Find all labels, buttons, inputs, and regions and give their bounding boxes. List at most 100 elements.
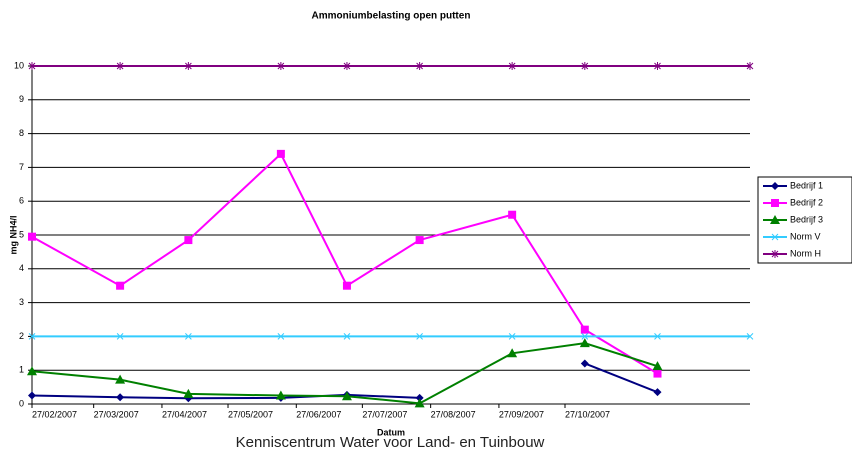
marker-part [275, 390, 286, 400]
marker-part [116, 281, 125, 290]
marker-part [276, 149, 285, 158]
y-axis-label: mg NH4/l [8, 215, 18, 254]
marker [652, 361, 663, 371]
y-tick-label: 6 [19, 196, 24, 206]
y-tick-label: 2 [19, 331, 24, 341]
marker [183, 388, 194, 398]
marker [654, 62, 661, 70]
marker-part [771, 233, 779, 241]
marker-part [115, 374, 126, 384]
marker-part [116, 333, 124, 340]
marker-part [342, 281, 351, 290]
x-tick-label: 27/03/2007 [94, 409, 139, 419]
marker [116, 393, 125, 402]
marker [771, 199, 779, 207]
marker [116, 62, 124, 70]
marker-part [581, 333, 589, 340]
marker [343, 333, 351, 340]
y-tick-label: 0 [19, 398, 24, 408]
marker [277, 62, 285, 70]
marker [581, 62, 589, 70]
marker [580, 325, 589, 334]
marker-part [508, 333, 516, 340]
marker-part [184, 236, 193, 245]
marker [343, 62, 351, 70]
x-tick-label: 27/02/2007 [32, 409, 77, 419]
legend-label: Norm V [790, 231, 821, 241]
marker [508, 333, 516, 340]
x-tick-label: 27/09/2007 [499, 409, 544, 419]
x-tick-label: 27/08/2007 [431, 409, 476, 419]
marker [653, 369, 662, 378]
marker [28, 232, 36, 241]
marker-part [746, 333, 754, 340]
y-tick-label: 5 [19, 229, 24, 239]
marker-part [770, 215, 780, 224]
marker-part [507, 348, 518, 358]
marker-part [654, 333, 661, 340]
marker [580, 359, 589, 368]
marker-part [416, 333, 423, 340]
marker [116, 333, 124, 340]
marker [507, 348, 518, 358]
marker-part [116, 393, 125, 402]
marker [771, 250, 779, 258]
marker [746, 333, 754, 340]
marker-part [343, 333, 351, 340]
marker-part [508, 62, 516, 70]
marker [653, 388, 662, 397]
marker [416, 62, 423, 70]
marker [115, 374, 126, 384]
marker-part [653, 388, 662, 397]
marker-part [277, 333, 285, 340]
footer: Kenniscentrum Water voor Land- en Tuinbo… [236, 434, 545, 451]
marker-part [508, 210, 517, 219]
marker [771, 233, 779, 241]
marker [116, 281, 125, 290]
y-tick-label: 4 [19, 263, 24, 273]
marker-part [415, 393, 424, 402]
marker-part [28, 391, 36, 400]
marker [416, 333, 423, 340]
y-tick-label: 10 [14, 60, 24, 70]
marker-part [277, 62, 285, 70]
marker-part [652, 361, 663, 371]
legend-label: Bedrijf 1 [790, 180, 823, 190]
legend-label: Bedrijf 2 [790, 197, 823, 207]
marker-part [580, 325, 589, 334]
marker [508, 210, 517, 219]
y-tick-label: 1 [19, 365, 24, 375]
chart-title: Ammoniumbelasting open putten [312, 11, 471, 22]
marker-part [746, 62, 754, 70]
marker-part [185, 62, 192, 70]
marker [275, 390, 286, 400]
marker-part [27, 366, 37, 376]
marker-part [581, 62, 589, 70]
marker-part [414, 398, 425, 408]
marker-part [771, 182, 779, 190]
y-tick-label: 8 [19, 128, 24, 138]
series-line [31, 362, 658, 400]
x-tick-label: 27/04/2007 [162, 409, 207, 419]
x-axis-label: Datum [377, 427, 405, 437]
marker [185, 333, 192, 340]
marker [654, 333, 661, 340]
marker-part [185, 333, 192, 340]
marker [579, 338, 590, 348]
marker [415, 236, 424, 245]
y-tick-label: 7 [19, 162, 24, 172]
marker-part [341, 391, 352, 401]
marker-part [343, 62, 351, 70]
marker-part [654, 62, 661, 70]
x-tick-label: 27/10/2007 [565, 409, 610, 419]
marker [415, 393, 424, 402]
marker [341, 391, 352, 401]
marker-part [116, 62, 124, 70]
marker [276, 149, 285, 158]
marker [28, 62, 36, 70]
marker-part [415, 236, 424, 245]
x-tick-label: 27/07/2007 [362, 409, 407, 419]
